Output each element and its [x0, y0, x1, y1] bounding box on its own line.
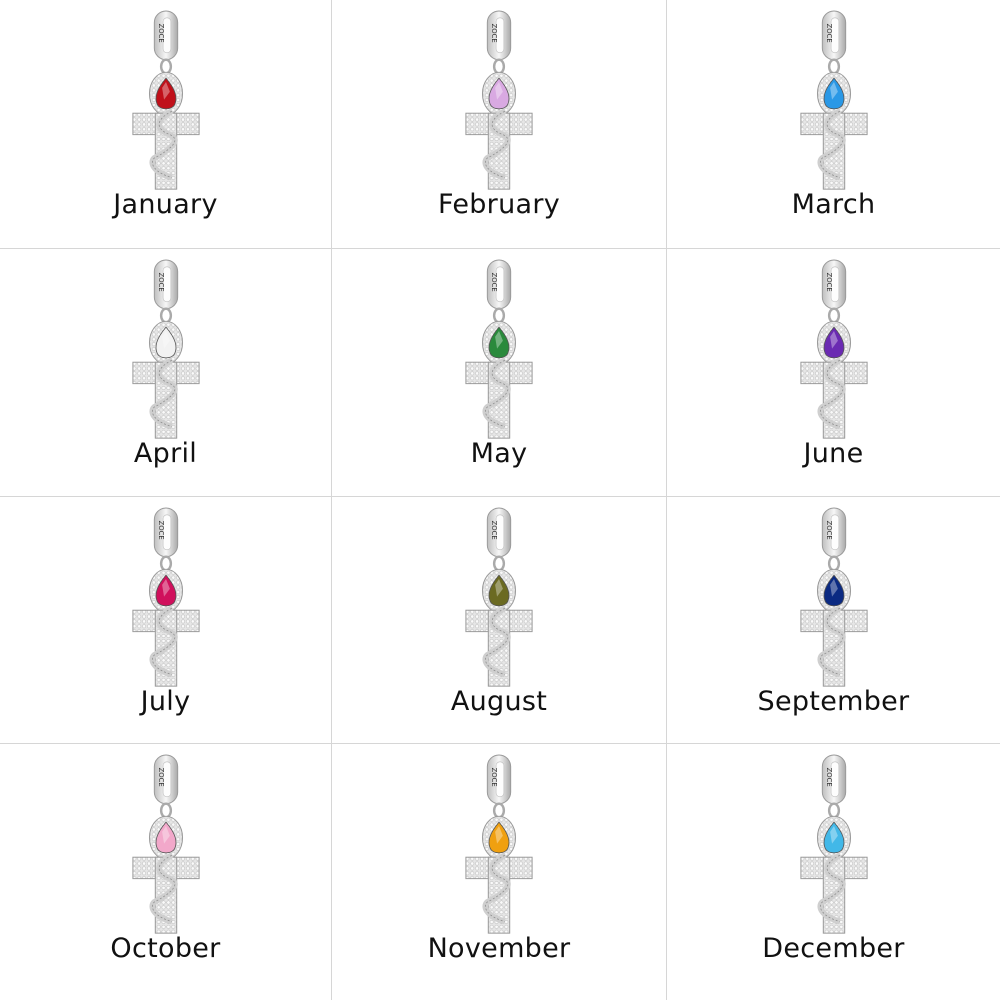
month-label: October	[110, 933, 221, 964]
product-cell-january[interactable]: ZOCE January	[0, 0, 332, 249]
svg-text:ZOCE: ZOCE	[490, 521, 498, 540]
ankh-charm-image: ZOCE	[465, 259, 533, 439]
ankh-charm-image: ZOCE	[465, 507, 533, 687]
svg-text:ZOCE: ZOCE	[490, 768, 498, 787]
svg-text:ZOCE: ZOCE	[490, 24, 498, 43]
svg-text:ZOCE: ZOCE	[157, 768, 165, 787]
svg-text:ZOCE: ZOCE	[157, 521, 165, 540]
product-cell-may[interactable]: ZOCE May	[332, 249, 667, 497]
product-cell-july[interactable]: ZOCE July	[0, 497, 332, 744]
month-label: December	[762, 933, 905, 964]
ankh-charm-image: ZOCE	[131, 259, 200, 439]
product-cell-june[interactable]: ZOCE June	[667, 249, 1000, 497]
svg-text:ZOCE: ZOCE	[157, 24, 165, 43]
product-cell-april[interactable]: ZOCE April	[0, 249, 332, 497]
product-cell-february[interactable]: ZOCE February	[332, 0, 667, 249]
ankh-charm-image: ZOCE	[131, 507, 200, 687]
product-cell-december[interactable]: ZOCE December	[667, 744, 1000, 1000]
month-label: July	[140, 686, 191, 717]
product-cell-october[interactable]: ZOCE October	[0, 744, 332, 1000]
svg-text:ZOCE: ZOCE	[825, 273, 833, 292]
ankh-charm-image: ZOCE	[131, 10, 200, 190]
svg-text:ZOCE: ZOCE	[825, 768, 833, 787]
month-label: May	[470, 438, 528, 469]
month-label: January	[113, 189, 218, 220]
svg-text:ZOCE: ZOCE	[825, 24, 833, 43]
product-cell-november[interactable]: ZOCE November	[332, 744, 667, 1000]
product-cell-march[interactable]: ZOCE March	[667, 0, 1000, 249]
month-label: September	[757, 686, 910, 717]
month-label: April	[133, 438, 198, 469]
month-label: February	[437, 189, 561, 220]
ankh-charm-image: ZOCE	[799, 259, 868, 439]
month-label: March	[791, 189, 876, 220]
month-label: June	[803, 438, 864, 469]
svg-text:ZOCE: ZOCE	[490, 273, 498, 292]
month-label: November	[427, 933, 571, 964]
ankh-charm-image: ZOCE	[465, 10, 533, 190]
month-label: August	[450, 686, 548, 717]
ankh-charm-image: ZOCE	[131, 754, 200, 934]
svg-text:ZOCE: ZOCE	[157, 273, 165, 292]
ankh-charm-image: ZOCE	[465, 754, 533, 934]
svg-text:ZOCE: ZOCE	[825, 521, 833, 540]
ankh-charm-image: ZOCE	[799, 754, 868, 934]
ankh-charm-image: ZOCE	[799, 10, 868, 190]
ankh-charm-image: ZOCE	[799, 507, 868, 687]
product-cell-august[interactable]: ZOCE August	[332, 497, 667, 744]
product-cell-september[interactable]: ZOCE September	[667, 497, 1000, 744]
